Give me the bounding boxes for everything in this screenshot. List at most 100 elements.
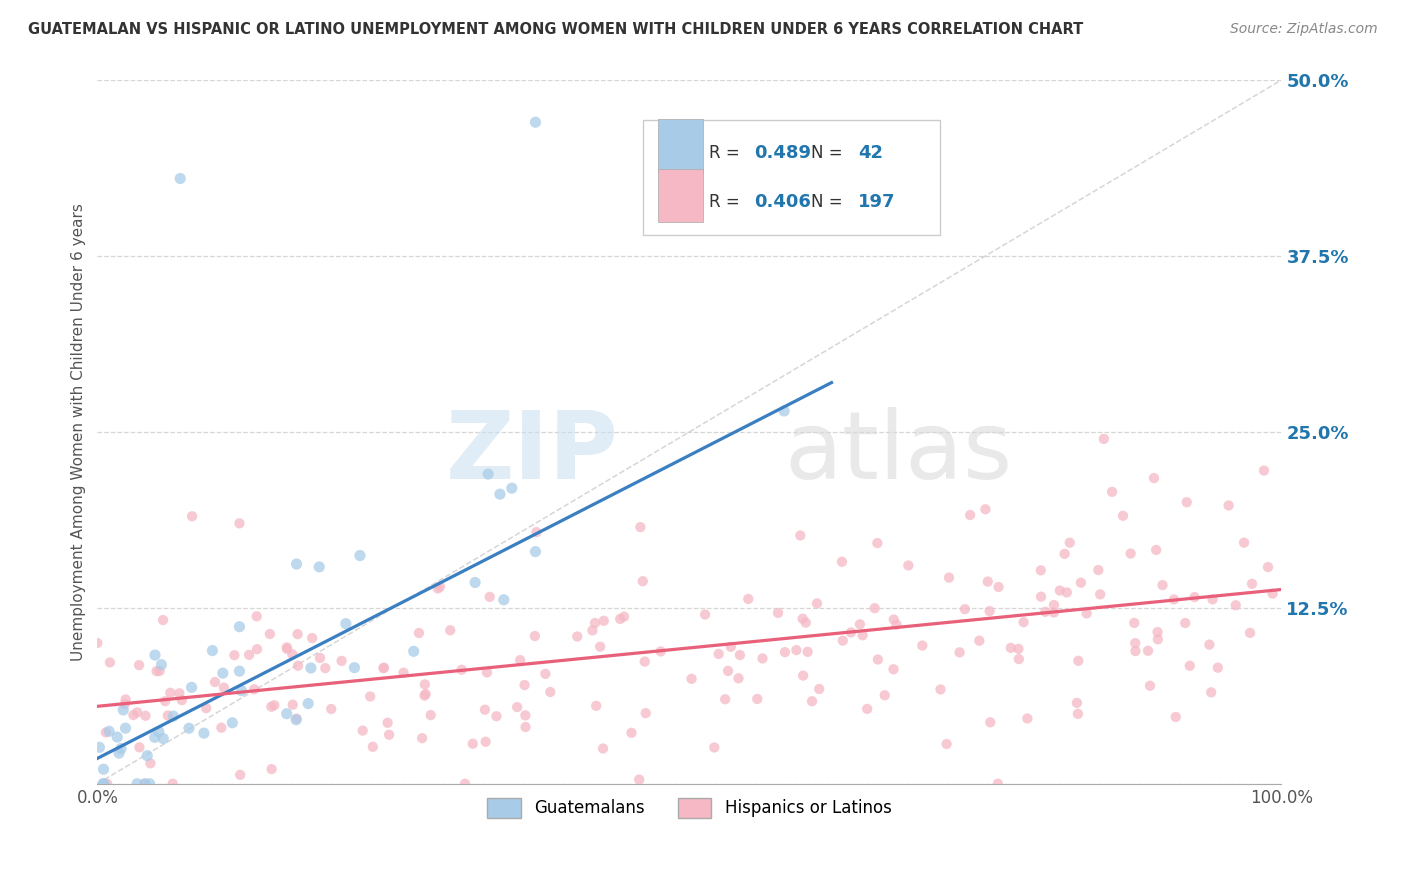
Text: Source: ZipAtlas.com: Source: ZipAtlas.com — [1230, 22, 1378, 37]
Text: N =: N = — [811, 193, 848, 211]
Point — [1218, 499, 1240, 513]
Point — [727, 671, 749, 685]
Point — [212, 681, 235, 695]
Point — [987, 777, 1010, 791]
Point — [259, 627, 281, 641]
Point — [1233, 535, 1256, 549]
Point — [720, 640, 742, 654]
Point — [1101, 484, 1123, 499]
Point — [299, 661, 322, 675]
Point — [977, 574, 1000, 589]
Point — [873, 688, 896, 702]
Point — [145, 664, 167, 678]
Point — [335, 616, 357, 631]
Point — [475, 665, 498, 680]
Point — [1029, 563, 1052, 577]
Point — [201, 643, 224, 657]
Point — [1225, 599, 1247, 613]
Point — [801, 694, 824, 708]
Point — [796, 645, 818, 659]
Point — [1201, 592, 1223, 607]
Point — [1178, 658, 1201, 673]
Point — [785, 643, 807, 657]
Point — [523, 629, 546, 643]
Point — [143, 648, 166, 662]
Point — [112, 703, 135, 717]
Point — [352, 723, 374, 738]
Point — [766, 606, 789, 620]
Point — [246, 609, 269, 624]
Point — [1119, 547, 1142, 561]
Point — [426, 582, 449, 596]
Point — [1092, 432, 1115, 446]
Point — [681, 672, 703, 686]
Point — [228, 516, 250, 531]
Point — [728, 648, 751, 662]
Point — [377, 715, 399, 730]
Point — [897, 558, 920, 573]
Point — [276, 706, 298, 721]
Point — [309, 651, 332, 665]
Point — [221, 715, 243, 730]
Point — [1147, 632, 1170, 647]
Point — [429, 580, 451, 594]
Text: 42: 42 — [858, 144, 883, 162]
Point — [628, 520, 651, 534]
Point — [128, 740, 150, 755]
Point — [139, 756, 162, 771]
Point — [849, 617, 872, 632]
Point — [439, 624, 461, 638]
Point — [474, 735, 496, 749]
Point — [1240, 577, 1263, 591]
Point — [134, 777, 156, 791]
Point — [402, 644, 425, 658]
Point — [413, 677, 436, 691]
Text: N =: N = — [811, 144, 848, 162]
Point — [1143, 471, 1166, 485]
Point — [592, 614, 614, 628]
Point — [806, 596, 828, 610]
Point — [122, 708, 145, 723]
Point — [195, 701, 218, 715]
Point — [287, 658, 309, 673]
Point — [138, 777, 160, 791]
Point — [1198, 638, 1220, 652]
Point — [583, 615, 606, 630]
Point — [89, 740, 111, 755]
Text: R =: R = — [709, 193, 745, 211]
Point — [91, 777, 114, 791]
Point — [534, 666, 557, 681]
Point — [1175, 495, 1198, 509]
Point — [276, 640, 298, 655]
Point — [613, 609, 636, 624]
Point — [714, 692, 737, 706]
Point — [1261, 587, 1284, 601]
Point — [526, 525, 548, 540]
Point — [162, 777, 184, 791]
Point — [513, 678, 536, 692]
Point — [361, 739, 384, 754]
Point — [246, 642, 269, 657]
Point — [1070, 575, 1092, 590]
Point — [1123, 615, 1146, 630]
Point — [127, 706, 149, 720]
Point — [114, 721, 136, 735]
Point — [1206, 661, 1229, 675]
Point — [866, 652, 889, 666]
Point — [243, 682, 266, 697]
Point — [228, 664, 250, 678]
Point — [1043, 598, 1066, 612]
Point — [707, 647, 730, 661]
Point — [149, 664, 172, 678]
Point — [524, 115, 547, 129]
Point — [929, 682, 952, 697]
Point — [474, 703, 496, 717]
Point — [953, 602, 976, 616]
Point — [373, 661, 395, 675]
Point — [911, 639, 934, 653]
Point — [1184, 590, 1206, 604]
Point — [224, 648, 246, 663]
Point — [501, 481, 523, 495]
Point — [260, 699, 283, 714]
Point — [863, 601, 886, 615]
